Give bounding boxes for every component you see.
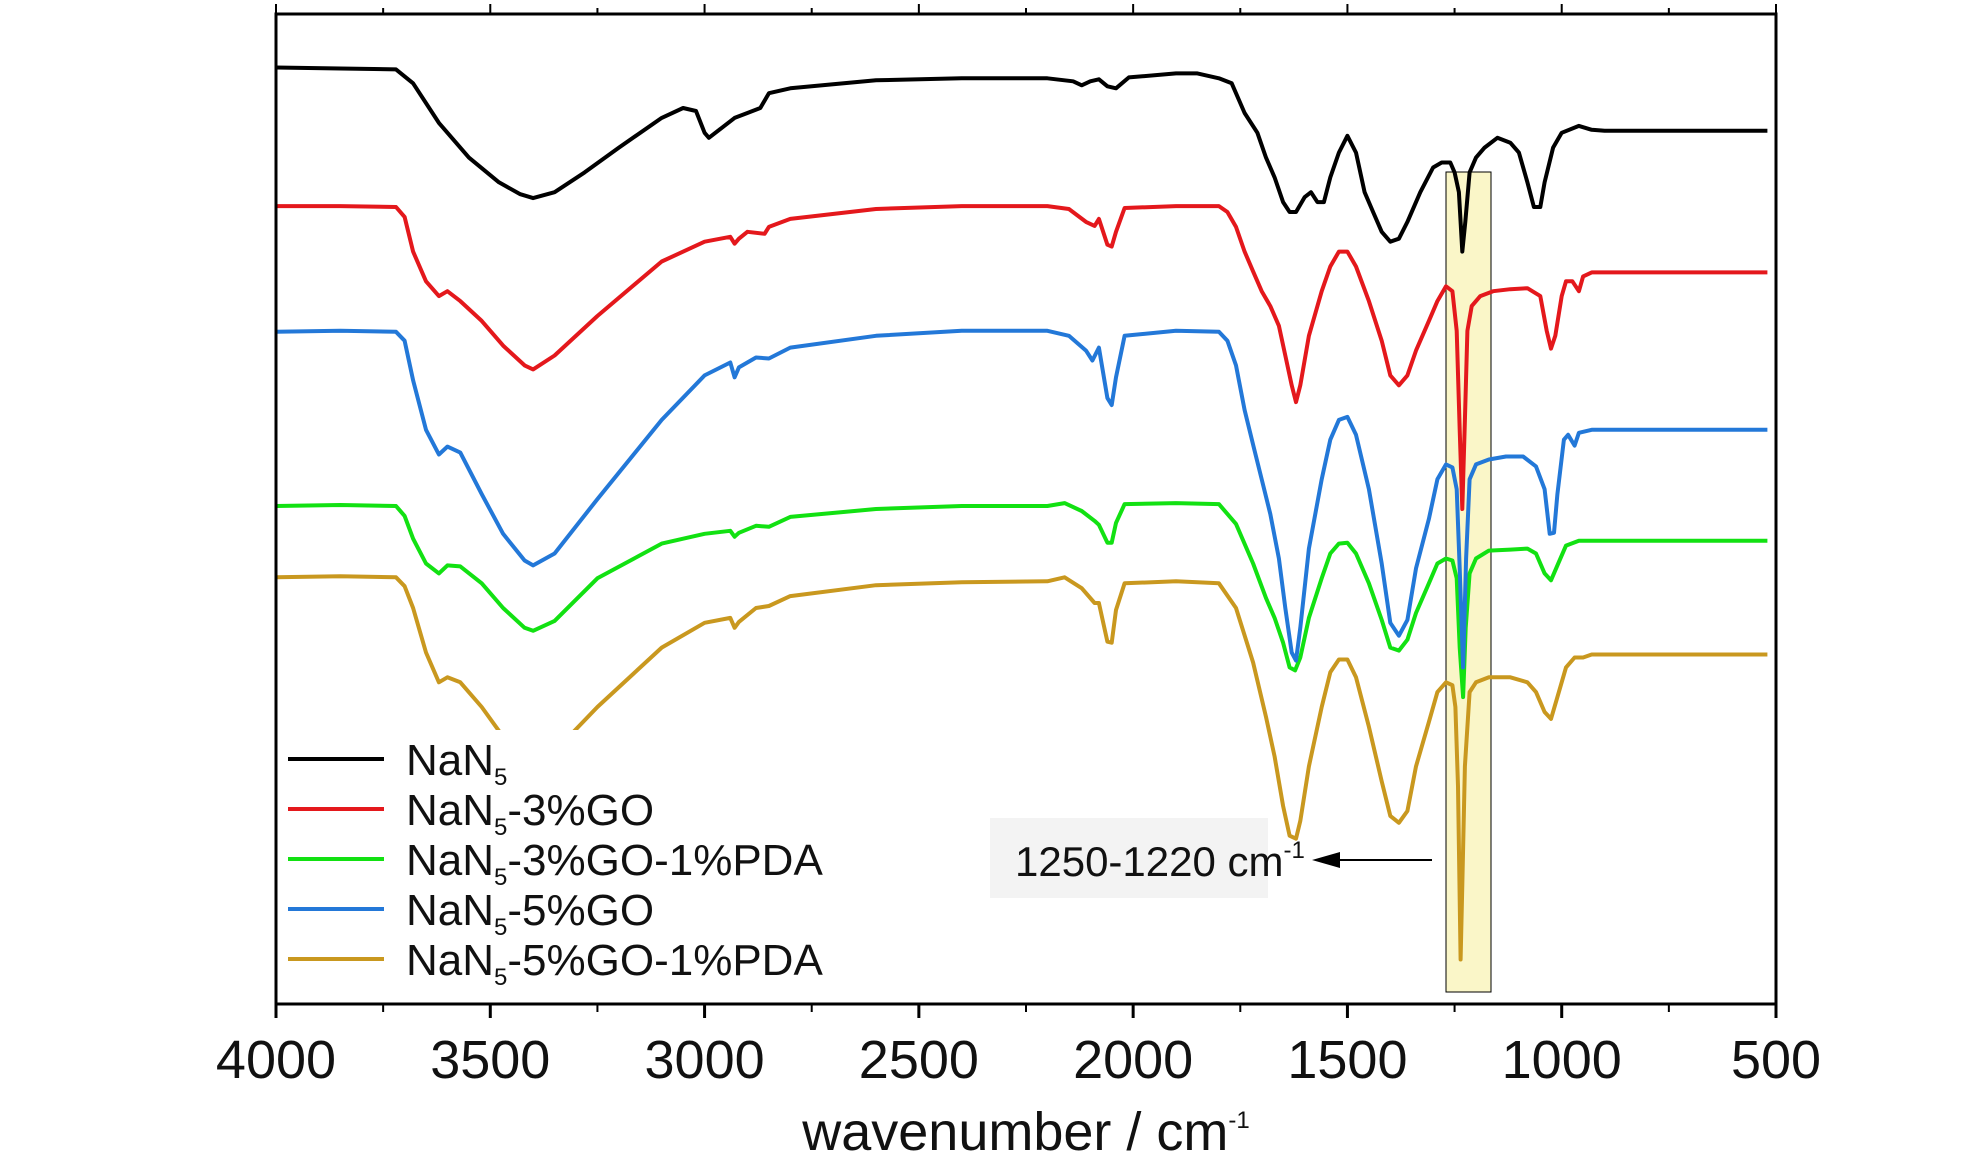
annotation-background (990, 818, 1268, 898)
series-group (275, 65, 1768, 962)
legend-label: NaN5 (406, 736, 507, 791)
series-line-4 (275, 574, 1768, 962)
x-tick-label: 3000 (645, 1030, 765, 1090)
x-tick-label: 1500 (1287, 1030, 1407, 1090)
series-line-3 (275, 328, 1768, 670)
x-tick-label: 2500 (859, 1030, 979, 1090)
legend-label: NaN5-3%GO (406, 786, 654, 841)
x-tick-label: 2000 (1073, 1030, 1193, 1090)
x-axis: 4000 3500 3000 2500 2000 1500 1000 500 (216, 4, 1821, 1090)
legend-label: NaN5-5%GO (406, 886, 654, 941)
annotation-label: 1250-1220 cm-1 (1015, 837, 1305, 885)
series-line-2 (275, 501, 1768, 700)
x-axis-title: wavenumber / cm-1 (801, 1102, 1250, 1157)
x-tick-label: 4000 (216, 1030, 336, 1090)
x-tick-label: 1000 (1502, 1030, 1622, 1090)
legend: NaN5NaN5-3%GONaN5-3%GO-1%PDANaN5-5%GONaN… (288, 736, 823, 991)
series-line-1 (276, 204, 1768, 511)
x-tick-label: 500 (1731, 1030, 1821, 1090)
series-line-0 (275, 65, 1768, 254)
legend-label: NaN5-3%GO-1%PDA (406, 836, 823, 891)
x-tick-label: 3500 (430, 1030, 550, 1090)
legend-label: NaN5-5%GO-1%PDA (406, 936, 823, 991)
annotation-arrow-head (1312, 852, 1340, 868)
